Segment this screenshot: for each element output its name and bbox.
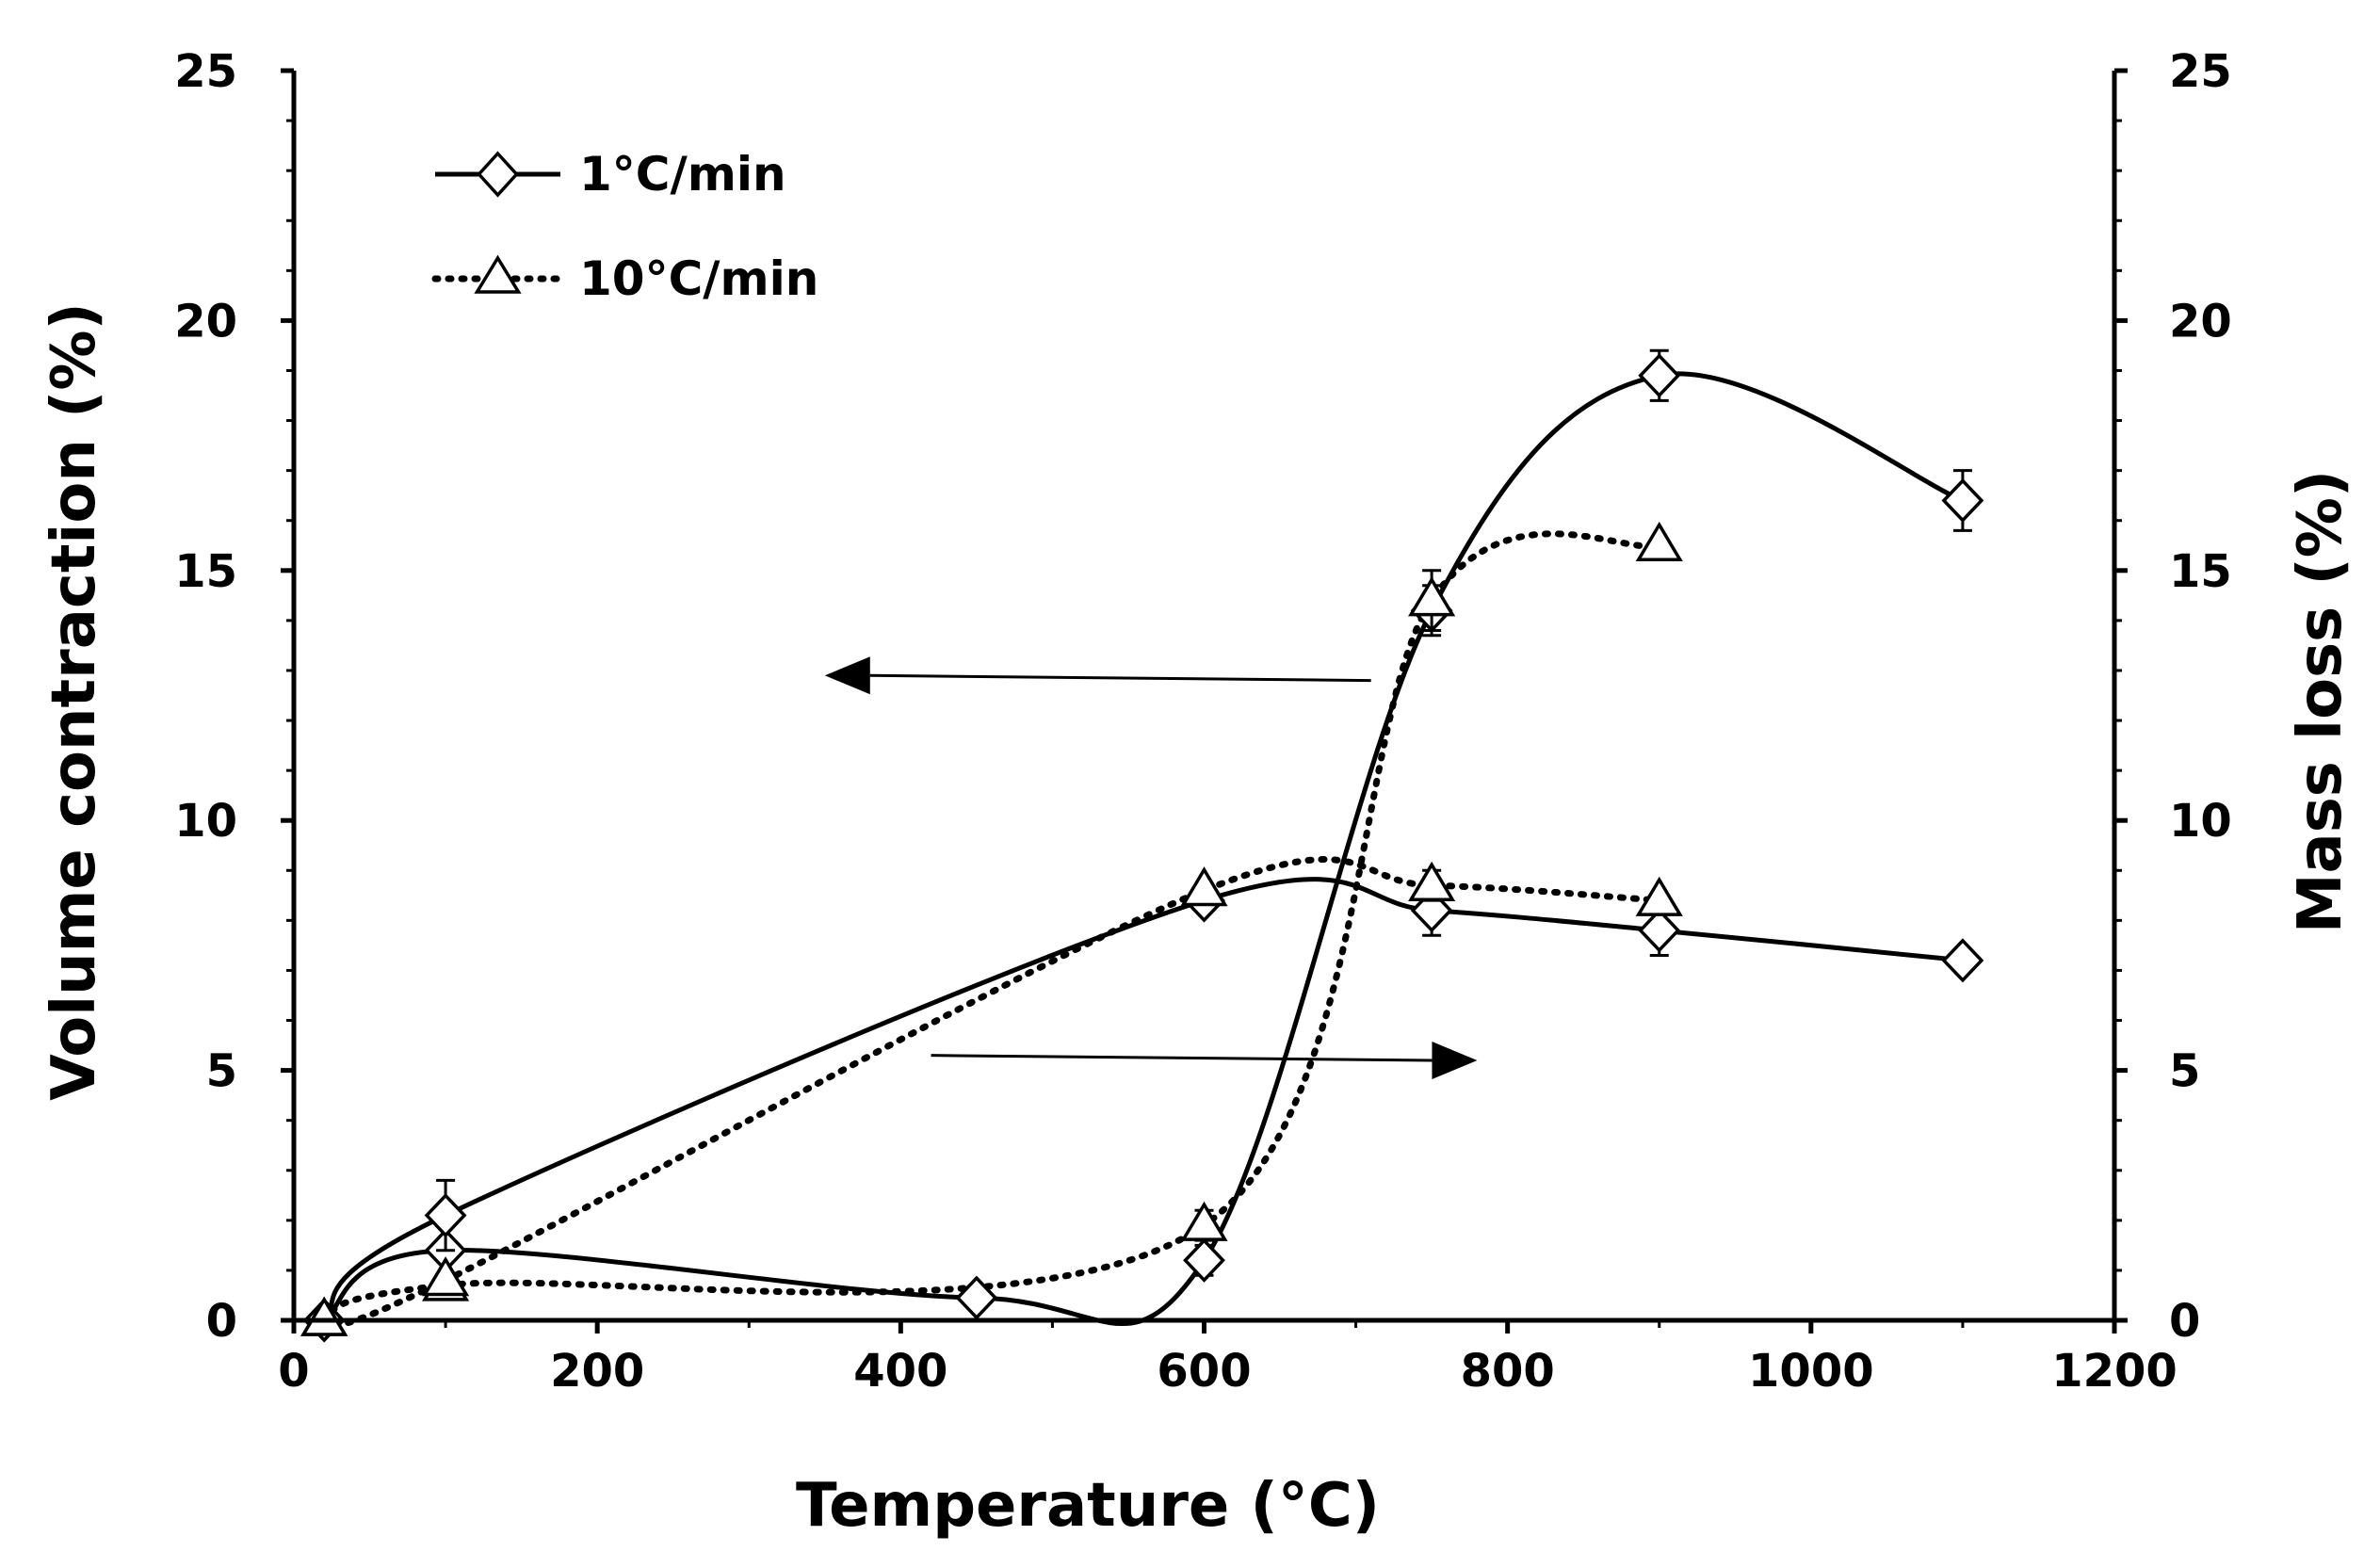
data-point-diamond — [1638, 353, 1681, 398]
y-axis-title-left: Volume contraction (%) — [40, 302, 109, 1101]
arrow-to-right-axis-head — [1432, 1041, 1478, 1079]
y-tick-label-left: 15 — [174, 545, 237, 598]
y-tick-label-right: 15 — [2169, 545, 2232, 598]
y-tick-label-right: 25 — [2169, 45, 2232, 98]
data-point-diamond — [1183, 1237, 1225, 1283]
arrow-to-left-axis-head — [824, 656, 870, 695]
data-point-diamond — [955, 1275, 998, 1320]
y-tick-label-right: 5 — [2169, 1045, 2200, 1098]
x-tick-label: 0 — [278, 1345, 309, 1398]
plot-layer — [300, 348, 1984, 1343]
data-point-triangle — [1180, 866, 1228, 907]
arrow-to-left-axis-shaft — [869, 673, 1371, 683]
legend-marker-1c — [477, 151, 519, 198]
x-tick-label: 1000 — [1748, 1345, 1874, 1398]
x-tick-label: 1200 — [2051, 1345, 2178, 1398]
y-tick-label-right: 20 — [2169, 295, 2232, 348]
series-line-0 — [322, 371, 1964, 1326]
legend: 1°C/min 10°C/min — [431, 147, 818, 306]
data-point-triangle — [300, 1296, 348, 1336]
legend-label-10c: 10°C/min — [579, 251, 818, 306]
data-point-diamond — [1941, 477, 1984, 524]
y-tick-label-right: 0 — [2169, 1295, 2200, 1348]
data-point-triangle — [422, 1256, 470, 1297]
x-tick-label: 800 — [1461, 1345, 1555, 1398]
x-tick-label: 600 — [1157, 1345, 1251, 1398]
legend-marker-10c — [474, 254, 522, 294]
series-line-1 — [320, 530, 1663, 1324]
x-axis-title: Temperature (°C) — [796, 1471, 1380, 1541]
series-line-3 — [320, 856, 1663, 1329]
data-point-triangle — [1180, 1201, 1228, 1241]
arrow-to-right-axis-shaft — [931, 1054, 1433, 1062]
y-tick-label-right: 10 — [2169, 795, 2232, 848]
y-tick-label-left: 5 — [206, 1045, 237, 1098]
data-point-triangle — [1635, 876, 1683, 916]
data-point-diamond — [424, 1192, 467, 1238]
y-tick-label-left: 20 — [174, 295, 237, 348]
y-tick-label-left: 25 — [174, 45, 237, 98]
data-point-diamond — [1638, 908, 1681, 953]
data-point-triangle — [1635, 521, 1683, 562]
data-point-triangle — [1408, 576, 1456, 617]
data-point-triangle — [1408, 861, 1456, 901]
y-tick-label-left: 0 — [206, 1295, 237, 1348]
x-tick-label: 200 — [550, 1345, 644, 1398]
y-axis-title-right: Mass loss (%) — [2286, 470, 2356, 933]
data-point-diamond — [1941, 938, 1984, 983]
y-tick-label-left: 10 — [174, 795, 237, 848]
legend-label-1c: 1°C/min — [579, 147, 786, 202]
x-tick-label: 400 — [853, 1345, 947, 1398]
